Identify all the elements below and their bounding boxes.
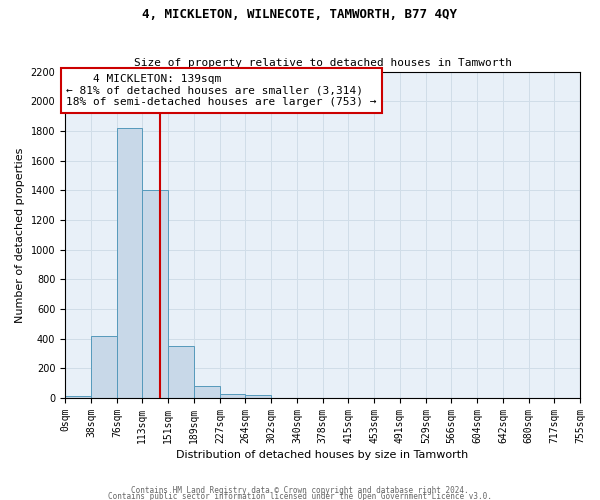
Bar [65, 396, 91, 398]
Bar [168, 346, 194, 398]
Y-axis label: Number of detached properties: Number of detached properties [15, 147, 25, 322]
Text: Contains public sector information licensed under the Open Government Licence v3: Contains public sector information licen… [108, 492, 492, 500]
Bar [117, 128, 142, 398]
Bar [194, 386, 220, 398]
X-axis label: Distribution of detached houses by size in Tamworth: Distribution of detached houses by size … [176, 450, 469, 460]
Bar [220, 394, 245, 398]
Text: 4, MICKLETON, WILNECOTE, TAMWORTH, B77 4QY: 4, MICKLETON, WILNECOTE, TAMWORTH, B77 4… [143, 8, 458, 20]
Text: Contains HM Land Registry data © Crown copyright and database right 2024.: Contains HM Land Registry data © Crown c… [131, 486, 469, 495]
Bar [91, 336, 117, 398]
Title: Size of property relative to detached houses in Tamworth: Size of property relative to detached ho… [134, 58, 512, 68]
Bar [245, 395, 271, 398]
Text: 4 MICKLETON: 139sqm
← 81% of detached houses are smaller (3,314)
18% of semi-det: 4 MICKLETON: 139sqm ← 81% of detached ho… [67, 74, 377, 107]
Bar [142, 190, 168, 398]
